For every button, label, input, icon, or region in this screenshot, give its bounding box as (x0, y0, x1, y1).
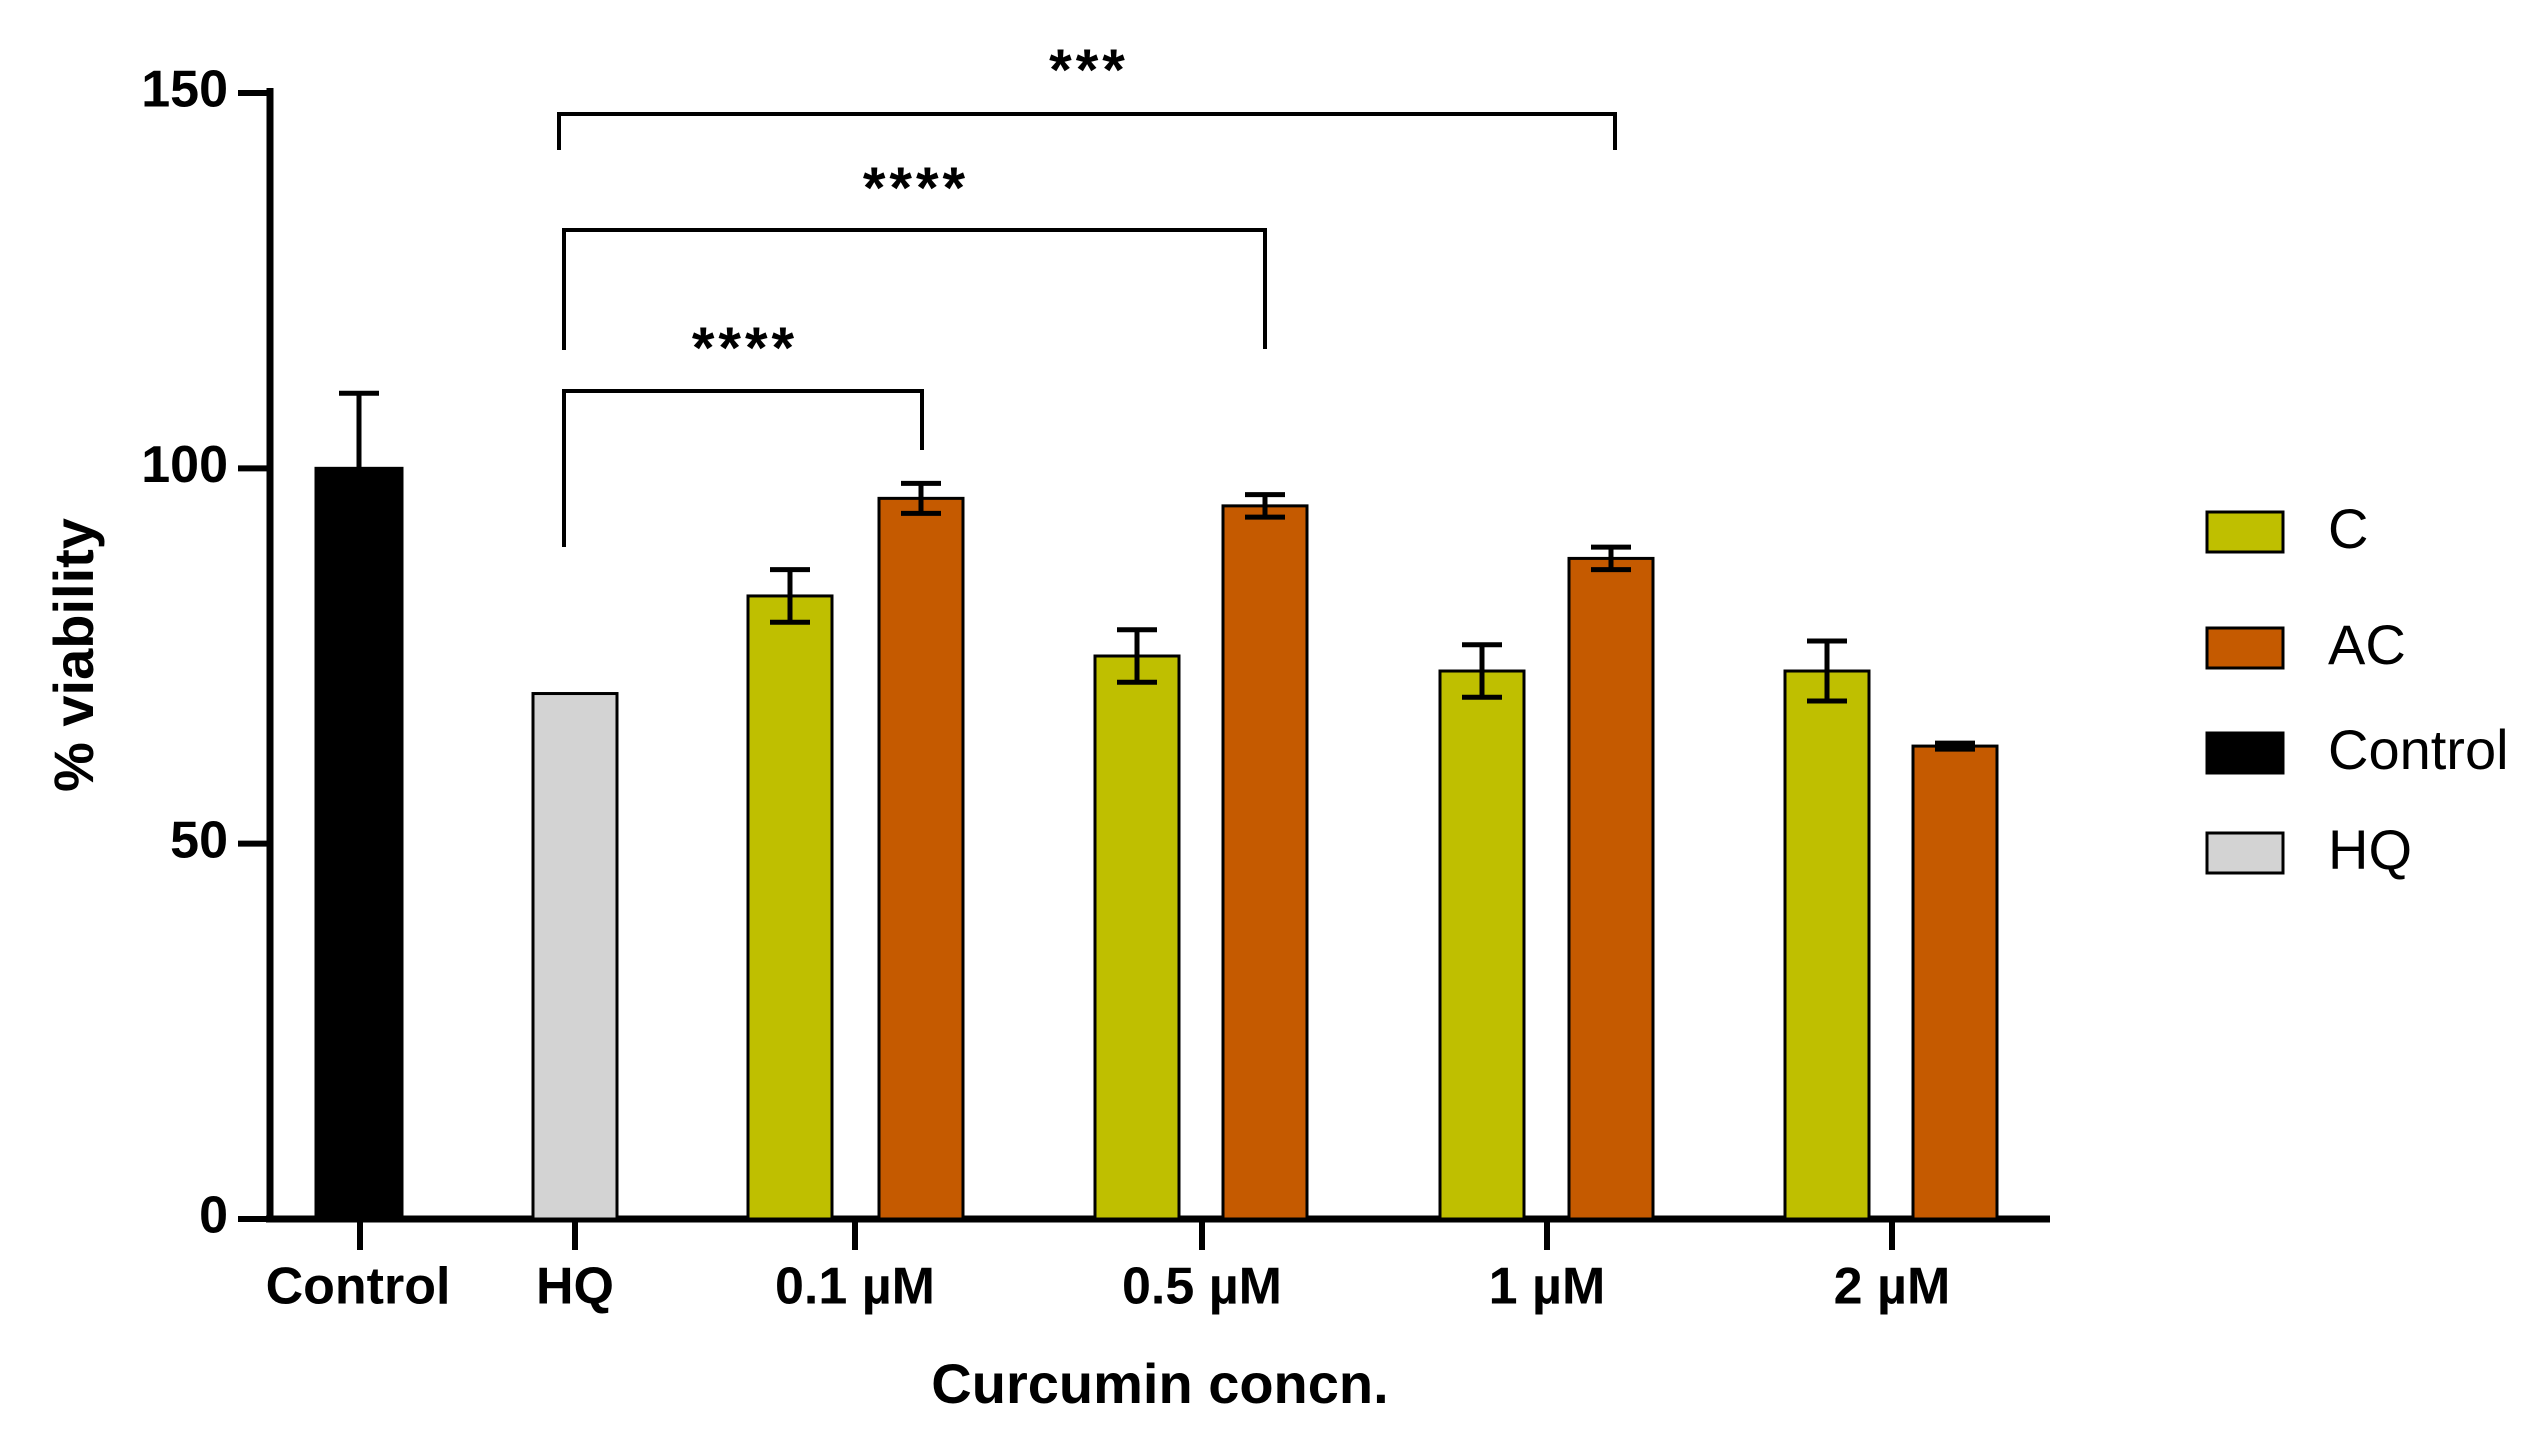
legend-label-hq: HQ (2328, 818, 2412, 881)
error-bar-ac-0-5-m (1245, 492, 1285, 520)
error-bar-c-1-m (1462, 642, 1502, 700)
y-axis-title: % viability (42, 518, 105, 792)
error-bar-ac-0-1-m (901, 480, 941, 516)
bar-ac-1-m (1567, 556, 1655, 1221)
legend-swatch-ac (2205, 626, 2285, 670)
bar-c-1-m (1438, 669, 1526, 1221)
bar-ac-0-5-m (1221, 504, 1309, 1221)
error-bar-c-2-m (1807, 638, 1847, 704)
legend-label-c: C (2328, 497, 2368, 560)
sig-label-3: *** (1049, 38, 1129, 103)
legend-label-ac: AC (2328, 613, 2406, 676)
legend-swatch-c (2205, 510, 2285, 554)
sig-label-1: **** (692, 316, 798, 381)
x-tick-label-0-1: 0.1 µM (775, 1258, 935, 1316)
bar-c-0-5-m (1093, 654, 1181, 1221)
error-bar-c-0-1-m (770, 567, 810, 625)
sig-bracket-3 (557, 112, 1617, 150)
legend: C AC Control HQ (2205, 497, 2509, 881)
y-tick-label-100: 100 (141, 436, 228, 494)
y-tick-label-150: 150 (141, 61, 228, 119)
error-bar-ac-2-m (1935, 740, 1975, 752)
bar-ac-2-m (1911, 744, 1999, 1221)
legend-label-control: Control (2328, 718, 2509, 781)
sig-bracket-2 (562, 228, 1267, 350)
x-tick-label-control: Control (266, 1258, 451, 1316)
x-tick-label-0-5: 0.5 µM (1122, 1258, 1282, 1316)
x-tick-label-2: 2 µM (1834, 1258, 1951, 1316)
x-tick-label-1: 1 µM (1489, 1258, 1606, 1316)
bar-control-control (314, 466, 404, 1221)
sig-label-2: **** (863, 156, 969, 221)
bar-c-0-1-m (746, 594, 834, 1221)
error-bar-control-control (339, 390, 379, 469)
x-tick-label-hq: HQ (536, 1258, 614, 1316)
legend-swatch-control (2205, 731, 2285, 775)
bar-ac-0-1-m (877, 496, 965, 1221)
legend-swatch-hq (2205, 831, 2285, 875)
y-tick-label-0: 0 (199, 1187, 228, 1245)
sig-bracket-1 (562, 389, 924, 547)
error-bar-ac-1-m (1591, 544, 1631, 573)
y-tick-label-50: 50 (170, 811, 228, 869)
error-bar-c-0-5-m (1117, 627, 1157, 685)
bars-layer (314, 390, 1999, 1221)
x-axis-title: Curcumin concn. (931, 1352, 1388, 1415)
bar-c-2-m (1783, 669, 1871, 1221)
bar-hq-hq (531, 692, 619, 1221)
